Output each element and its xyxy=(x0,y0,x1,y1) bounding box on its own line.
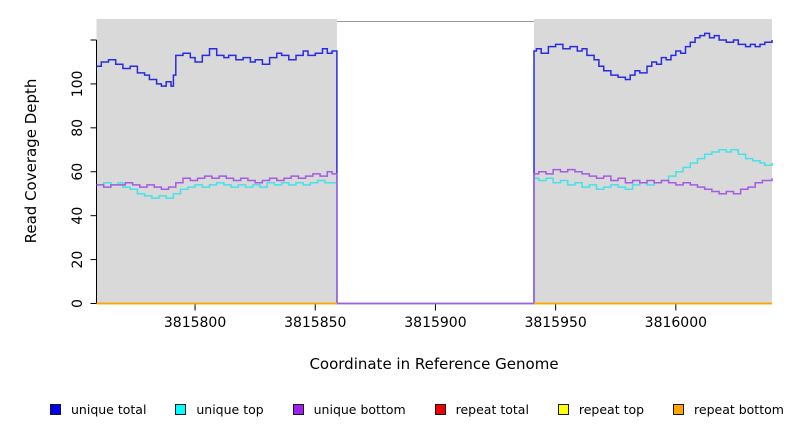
legend-item-repeat-total: repeat total xyxy=(434,401,529,417)
coverage-plot-canvas: 0 20 40 60 80 100 3815800 3815850 3815900 3815950… xyxy=(70,19,773,331)
legend-label: repeat total xyxy=(455,401,529,417)
y-axis-tick-label: 80 xyxy=(70,119,86,137)
legend-label: repeat top xyxy=(578,401,645,417)
legend-color-swatch xyxy=(50,403,61,415)
legend-label: unique total xyxy=(71,401,147,417)
x-axis-title: Coordinate in Reference Genome xyxy=(309,355,559,373)
x-axis-tick-label: 3815900 xyxy=(404,315,466,331)
y-axis-title: Read Coverage Depth xyxy=(22,78,40,244)
y-axis-tick-label: 100 xyxy=(70,71,86,98)
x-axis-tick-label: 3815800 xyxy=(164,315,226,331)
legend-item-unique-bottom: unique bottom xyxy=(292,401,406,417)
legend-color-swatch xyxy=(292,403,304,415)
series-unique-total xyxy=(96,32,773,305)
legend-item-unique-top: unique top xyxy=(175,401,264,417)
legend-label: repeat bottom xyxy=(694,401,784,417)
legend-color-swatch xyxy=(434,403,446,415)
legend-label: unique bottom xyxy=(313,401,406,417)
series-unique-bottom xyxy=(96,168,773,305)
y-axis-tick-label: 40 xyxy=(70,207,86,225)
x-axis-tick-label: 3815850 xyxy=(284,315,346,331)
x-axis-tick-label: 3815950 xyxy=(524,315,586,331)
chart-legend: unique total unique top unique bottom repea… xyxy=(50,399,784,419)
x-axis-tick-label: 3816000 xyxy=(645,315,707,331)
y-axis-tick-label: 0 xyxy=(70,299,86,308)
legend-item-repeat-top: repeat top xyxy=(557,401,645,417)
legend-color-swatch xyxy=(175,403,187,415)
plot-background-region xyxy=(96,19,337,304)
y-axis-tick-label: 60 xyxy=(70,163,86,181)
legend-color-swatch xyxy=(557,403,569,415)
y-axis-tick-label: 20 xyxy=(70,251,86,269)
legend-color-swatch xyxy=(673,403,685,415)
legend-item-unique-total: unique total xyxy=(50,402,146,417)
legend-item-repeat-bottom: repeat bottom xyxy=(673,402,784,417)
plot-background-region xyxy=(534,19,772,304)
legend-label: unique top xyxy=(196,401,264,417)
